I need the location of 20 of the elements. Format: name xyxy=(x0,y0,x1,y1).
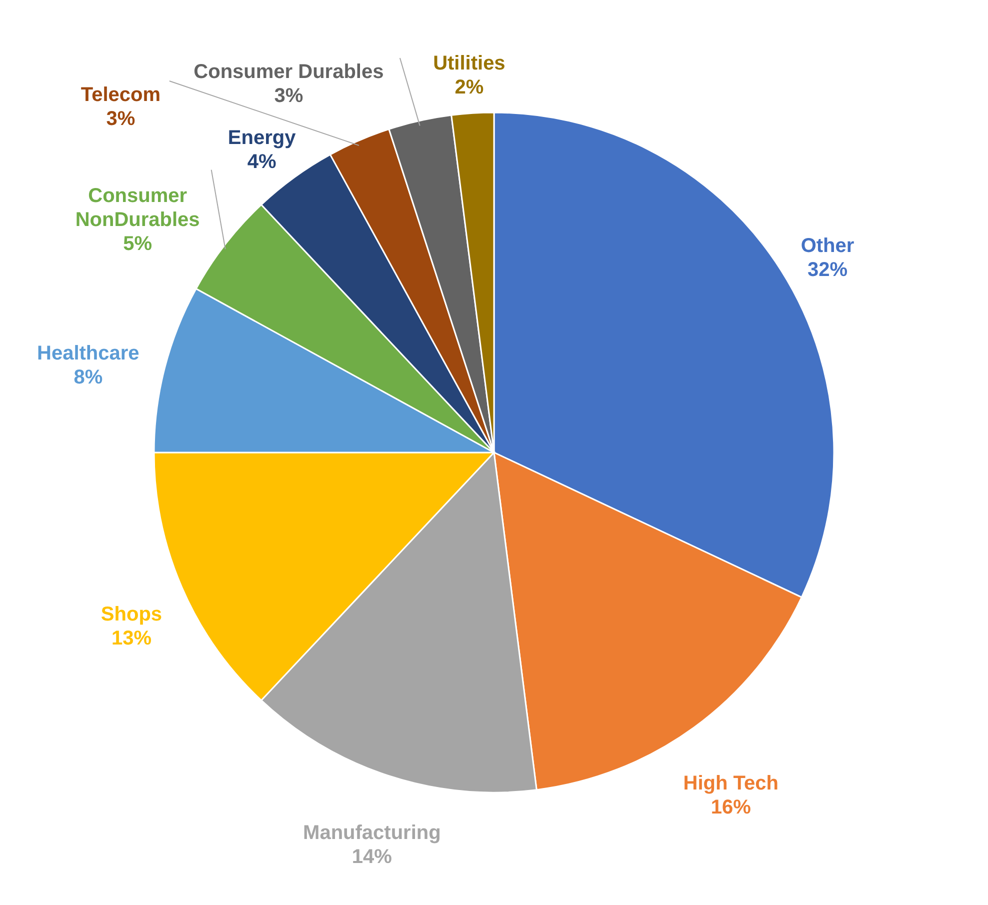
slice-label: Shops xyxy=(100,603,162,626)
slice-label: Utilities xyxy=(433,52,506,74)
data-label: 3% xyxy=(106,108,136,130)
data-label: 16% xyxy=(710,796,752,819)
data-label: 2% xyxy=(454,76,484,98)
data-label: 13% xyxy=(111,627,152,650)
slice-label: Telecom xyxy=(80,84,161,106)
data-label: 4% xyxy=(247,150,276,173)
slice-label: Energy xyxy=(228,126,297,149)
data-label: 32% xyxy=(807,258,848,281)
data-label: 14% xyxy=(352,846,392,868)
slice-label: High Tech xyxy=(683,772,778,795)
slice-label: Healthcare xyxy=(37,342,140,364)
slice-label: Consumer Durables xyxy=(194,61,384,84)
slice-label: Consumer NonDurables xyxy=(75,184,200,231)
slice-label: Other xyxy=(800,234,854,257)
data-label: 8% xyxy=(74,366,103,388)
slice-label: Manufacturing xyxy=(303,822,441,844)
data-label: 3% xyxy=(274,85,304,108)
data-label: 5% xyxy=(123,232,152,255)
